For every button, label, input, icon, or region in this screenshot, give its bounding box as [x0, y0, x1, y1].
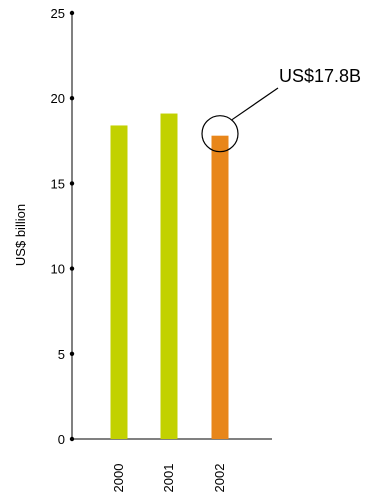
- y-tick-label: 20: [51, 91, 65, 106]
- y-tick-dot: [69, 266, 75, 271]
- x-tick-label-2001: 2001: [161, 464, 176, 493]
- y-tick-dot: [69, 181, 75, 186]
- annotation-circle: [201, 115, 239, 153]
- x-tick-label-2000: 2000: [111, 464, 126, 493]
- y-axis: 0 5 10 15 20 25: [51, 6, 75, 447]
- bar-2001: [160, 113, 178, 439]
- annotation-leader-line: [231, 87, 279, 121]
- y-tick-dot: [69, 351, 75, 356]
- bar-2000: [110, 125, 128, 440]
- bar-2002: [211, 135, 229, 440]
- x-tick-label-2002: 2002: [212, 464, 227, 493]
- y-axis-label: US$ billion: [13, 204, 28, 266]
- annotation-label: US$17.8B: [279, 66, 361, 86]
- y-tick-label: 25: [51, 6, 65, 21]
- y-tick-label: 15: [51, 176, 65, 191]
- y-tick-dot: [69, 10, 75, 16]
- y-tick-dot: [69, 96, 75, 101]
- y-tick-label: 5: [58, 347, 65, 362]
- annotation-callout: US$17.8B: [201, 66, 361, 153]
- y-tick-label: 0: [58, 432, 65, 447]
- x-tick-labels: 2000 2001 2002: [111, 464, 227, 493]
- bars: [110, 113, 229, 440]
- y-tick-label: 10: [51, 262, 65, 277]
